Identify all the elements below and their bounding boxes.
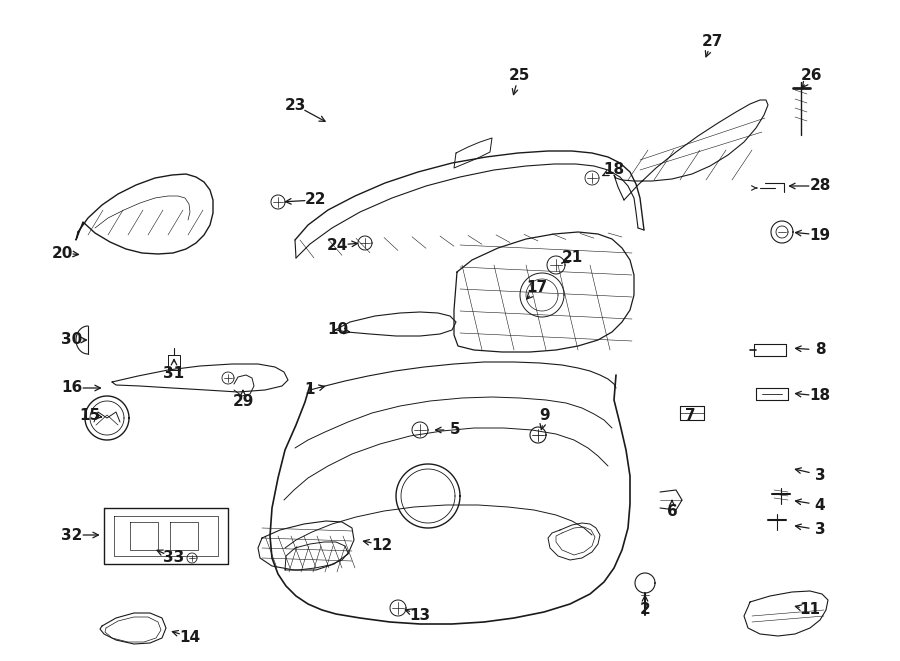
Text: 11: 11	[799, 602, 821, 617]
Text: 24: 24	[327, 237, 347, 253]
Text: 25: 25	[508, 67, 530, 83]
Text: 29: 29	[232, 395, 254, 410]
Text: 26: 26	[800, 69, 822, 83]
Text: 19: 19	[809, 227, 831, 243]
Text: 6: 6	[667, 504, 678, 520]
Text: 23: 23	[284, 98, 306, 112]
Text: 9: 9	[540, 407, 550, 422]
Text: 1: 1	[305, 383, 315, 397]
Text: 21: 21	[562, 251, 582, 266]
Text: 8: 8	[814, 342, 825, 358]
Text: 7: 7	[685, 407, 696, 422]
Text: 17: 17	[526, 280, 547, 295]
Text: 3: 3	[814, 522, 825, 537]
Text: 20: 20	[51, 245, 73, 260]
Text: 18: 18	[809, 389, 831, 403]
Text: 28: 28	[809, 178, 831, 194]
Text: 2: 2	[640, 602, 651, 617]
Text: 5: 5	[450, 422, 460, 438]
Text: 31: 31	[164, 366, 184, 381]
Text: 27: 27	[701, 34, 723, 48]
Text: 10: 10	[328, 323, 348, 338]
Text: 3: 3	[814, 467, 825, 483]
Text: 4: 4	[814, 498, 825, 512]
Text: 14: 14	[179, 629, 201, 644]
Text: 13: 13	[410, 607, 430, 623]
Text: 18: 18	[603, 163, 625, 178]
Text: 12: 12	[372, 537, 392, 553]
Text: 16: 16	[61, 381, 83, 395]
Text: 15: 15	[79, 407, 101, 422]
Text: 22: 22	[305, 192, 327, 208]
Text: 30: 30	[61, 332, 83, 348]
Text: 33: 33	[164, 551, 184, 566]
Text: 32: 32	[61, 527, 83, 543]
